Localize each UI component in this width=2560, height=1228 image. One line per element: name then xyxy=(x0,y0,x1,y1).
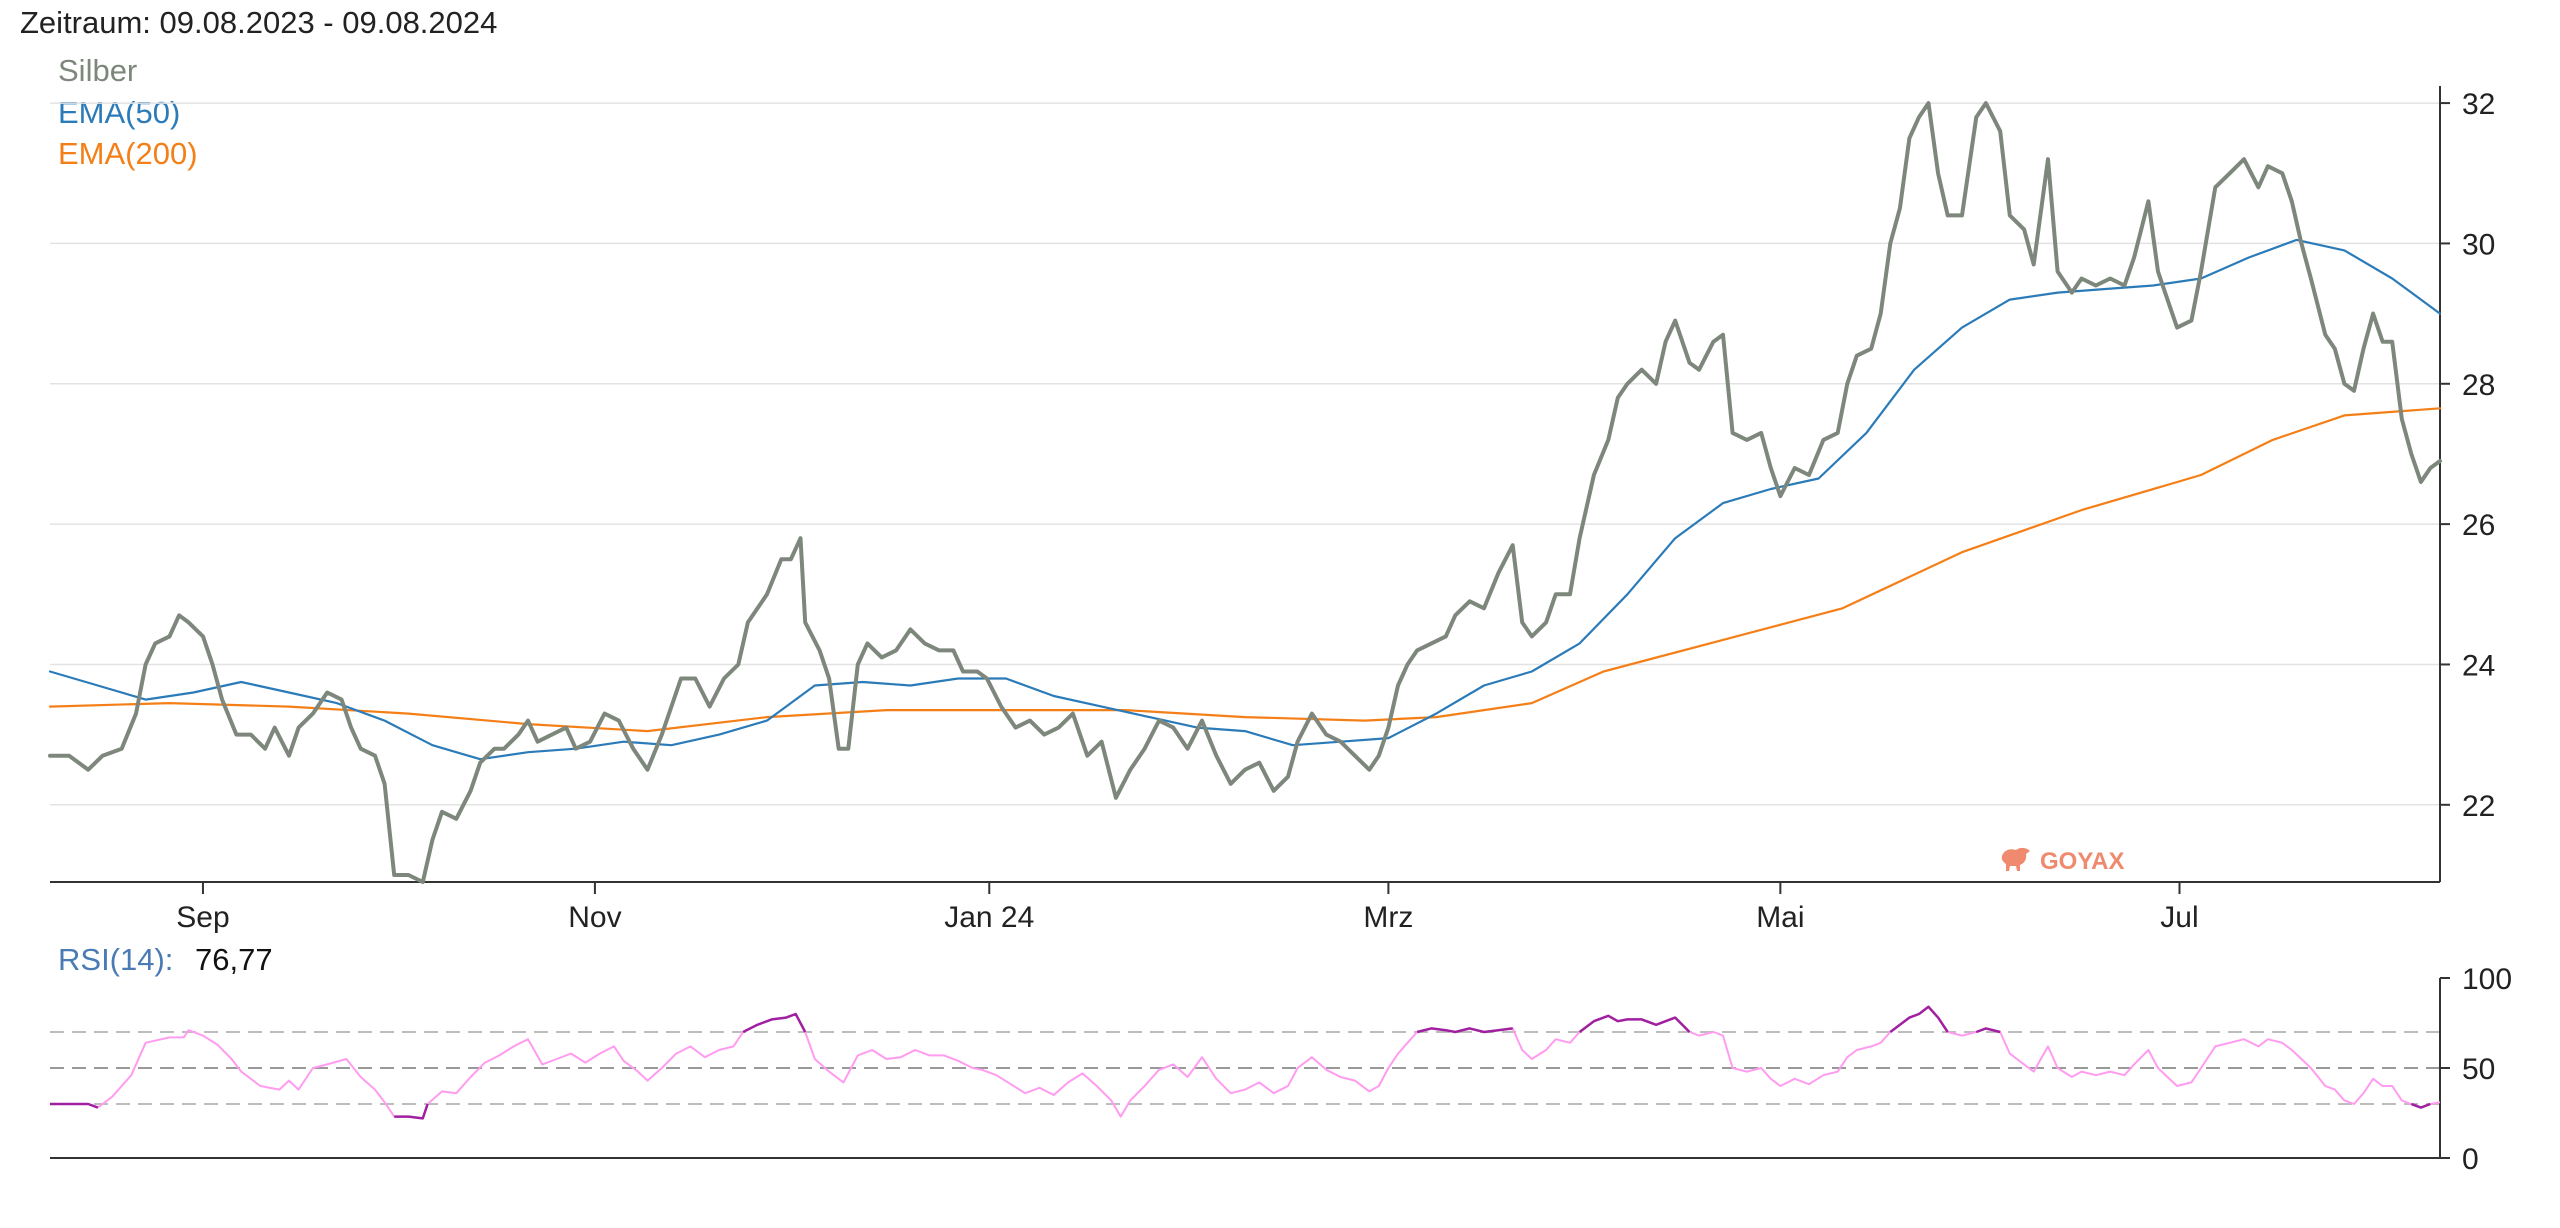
y-tick-label-22: 22 xyxy=(2462,790,2495,823)
legend-ema200: EMA(200) xyxy=(58,136,198,171)
x-tick-label-0: Sep xyxy=(176,901,229,934)
rsi-extreme-segment xyxy=(2410,1102,2431,1109)
rsi-extreme-segment xyxy=(394,1103,429,1120)
x-tick-label-2: Jan 24 xyxy=(944,901,1034,934)
watermark-text: GOYAX xyxy=(2040,848,2124,875)
rsi-chart-grid xyxy=(50,1031,2440,1105)
rsi-extreme-segment xyxy=(50,1102,99,1109)
rsi-line xyxy=(50,1005,2441,1120)
goyax-watermark: GOYAX xyxy=(2001,847,2124,875)
rsi-extreme-segment xyxy=(1889,1005,1949,1033)
rsi-chart-axes: 0 50 100 xyxy=(50,963,2512,1176)
bull-icon xyxy=(2001,847,2030,871)
rsi-name: RSI(14): xyxy=(58,942,173,977)
series-line-ema-50 xyxy=(48,238,2442,761)
rsi-y-tick-label-0: 0 xyxy=(2462,1143,2479,1176)
series-line-ema-200 xyxy=(48,407,2442,733)
rsi-extreme-segment xyxy=(1975,1027,2001,1034)
y-tick-label-30: 30 xyxy=(2462,228,2495,261)
rsi-label: RSI(14): 76,77 xyxy=(58,942,273,977)
rsi-value: 76,77 xyxy=(195,942,273,977)
price-chart-grid xyxy=(50,102,2440,806)
legend-ema50: EMA(50) xyxy=(58,95,180,130)
y-tick-label-26: 26 xyxy=(2462,509,2495,542)
y-tick-label-24: 24 xyxy=(2462,649,2495,682)
x-tick-label-1: Nov xyxy=(568,901,621,934)
price-chart-axes: 22 24 26 28 30 32 Sep Nov Jan 24 Mrz Mai Jul xyxy=(50,86,2495,934)
y-tick-label-32: 32 xyxy=(2462,88,2495,121)
x-tick-label-5: Jul xyxy=(2160,901,2198,934)
legend: Silber EMA(50) EMA(200) xyxy=(58,53,198,171)
rsi-extreme-segment xyxy=(1416,1027,1513,1034)
legend-silber: Silber xyxy=(58,53,137,88)
x-tick-label-3: Mrz xyxy=(1363,901,1413,934)
rsi-extreme-segment xyxy=(742,1012,807,1034)
rsi-extreme-segment xyxy=(1578,1014,1691,1033)
rsi-y-tick-label-100: 100 xyxy=(2462,963,2512,996)
rsi-chart-series xyxy=(50,1005,2441,1120)
series-line-silber xyxy=(48,101,2442,884)
rsi-y-tick-label-50: 50 xyxy=(2462,1053,2495,1086)
period-label: Zeitraum: 09.08.2023 - 09.08.2024 xyxy=(20,5,497,40)
x-tick-label-4: Mai xyxy=(1756,901,1804,934)
y-tick-label-28: 28 xyxy=(2462,369,2495,402)
price-chart-series xyxy=(48,101,2442,884)
